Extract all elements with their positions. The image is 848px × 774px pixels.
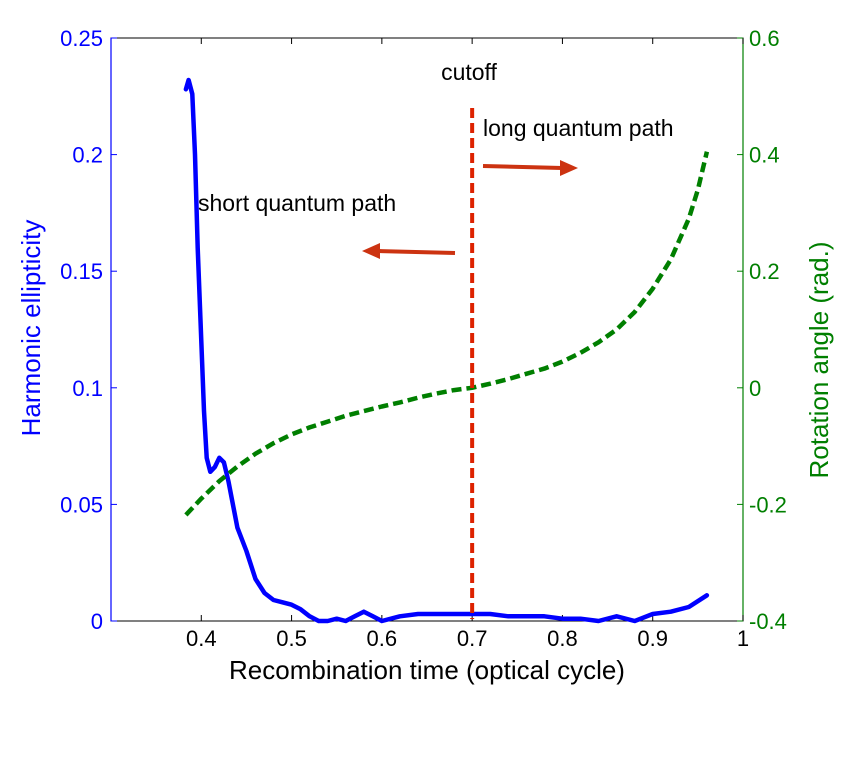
x-axis-ticks: 0.4 0.5 0.6 0.7 0.8 0.9 1 [186, 38, 749, 651]
x-tick-label: 0.5 [276, 626, 307, 651]
right-y-axis-label: Rotation angle (rad.) [804, 241, 834, 478]
right-y-tick-label: -0.4 [749, 609, 787, 634]
x-tick-label: 0.4 [186, 626, 217, 651]
right-y-tick-label: 0.6 [749, 26, 780, 51]
long-path-arrow [482, 160, 578, 176]
x-tick-label: 0.6 [367, 626, 398, 651]
left-y-tick-label: 0 [91, 609, 103, 634]
right-y-tick-label: 0.2 [749, 259, 780, 284]
short-path-arrow [362, 243, 456, 259]
x-tick-label: 0.8 [547, 626, 578, 651]
left-y-tick-label: 0.15 [60, 259, 103, 284]
right-y-tick-label: -0.2 [749, 492, 787, 517]
left-y-tick-label: 0.25 [60, 26, 103, 51]
long-path-label: long quantum path [483, 115, 674, 141]
right-y-tick-label: 0 [749, 376, 761, 401]
x-tick-label: 1 [737, 626, 749, 651]
left-y-tick-label: 0.2 [72, 143, 103, 168]
left-y-tick-label: 0.1 [72, 376, 103, 401]
short-path-label: short quantum path [198, 190, 396, 216]
ellipticity-series-line [183, 77, 710, 624]
cutoff-label: cutoff [441, 59, 497, 85]
left-y-tick-label: 0.05 [60, 492, 103, 517]
left-y-axis-ticks: 0 0.05 0.1 0.15 0.2 0.25 [60, 26, 117, 634]
x-tick-label: 0.9 [637, 626, 668, 651]
right-y-tick-label: 0.4 [749, 143, 780, 168]
plot-frame [110, 37, 744, 622]
rotation-angle-series-line [184, 151, 710, 517]
right-y-axis-ticks: -0.4 -0.2 0 0.2 0.4 0.6 [737, 26, 787, 634]
series-layer [183, 77, 710, 624]
left-y-axis-label: Harmonic ellipticity [16, 220, 46, 437]
x-tick-label: 0.7 [457, 626, 488, 651]
x-axis-label: Recombination time (optical cycle) [229, 655, 625, 685]
